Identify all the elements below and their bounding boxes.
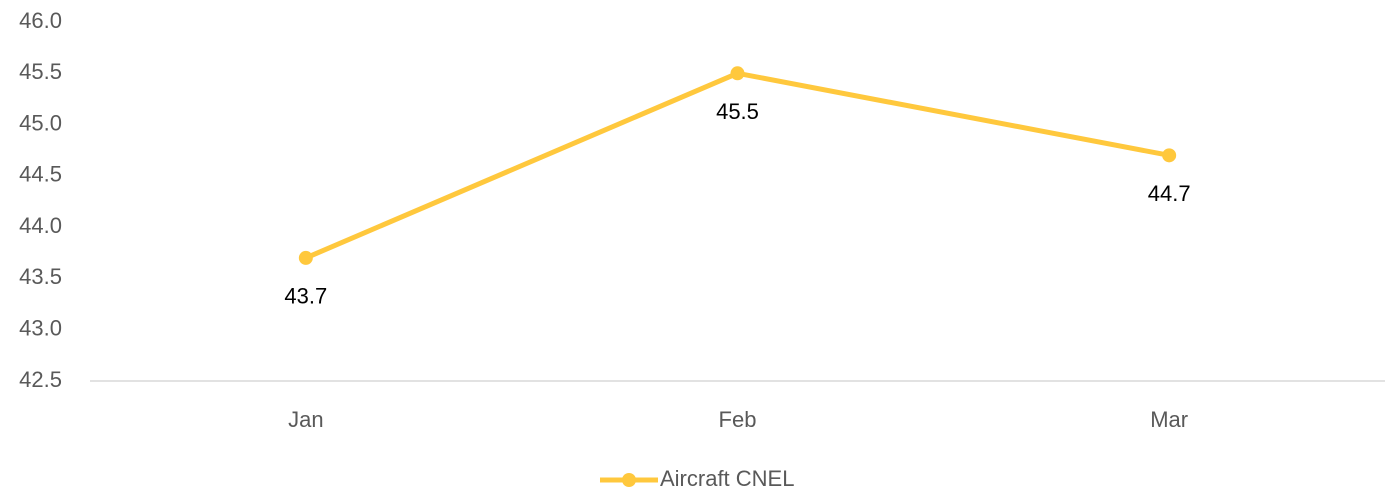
legend-marker (622, 473, 636, 487)
y-tick-label: 45.0 (19, 110, 62, 135)
y-tick-label: 45.5 (19, 59, 62, 84)
legend-label: Aircraft CNEL (660, 466, 794, 491)
y-tick-label: 46.0 (19, 8, 62, 33)
x-tick-label: Feb (719, 407, 757, 432)
point (1162, 148, 1177, 163)
y-tick-label: 43.0 (19, 316, 62, 341)
x-tick-label: Jan (288, 407, 323, 432)
y-tick-label: 44.5 (19, 162, 62, 187)
x-tick-label: Mar (1150, 407, 1188, 432)
point (298, 250, 313, 265)
y-tick-label: 44.0 (19, 213, 62, 238)
data-label: 43.7 (284, 284, 327, 309)
y-tick-label: 42.5 (19, 367, 62, 392)
data-label: 45.5 (716, 99, 759, 124)
point (730, 66, 745, 81)
data-label: 44.7 (1148, 181, 1191, 206)
y-tick-label: 43.5 (19, 264, 62, 289)
